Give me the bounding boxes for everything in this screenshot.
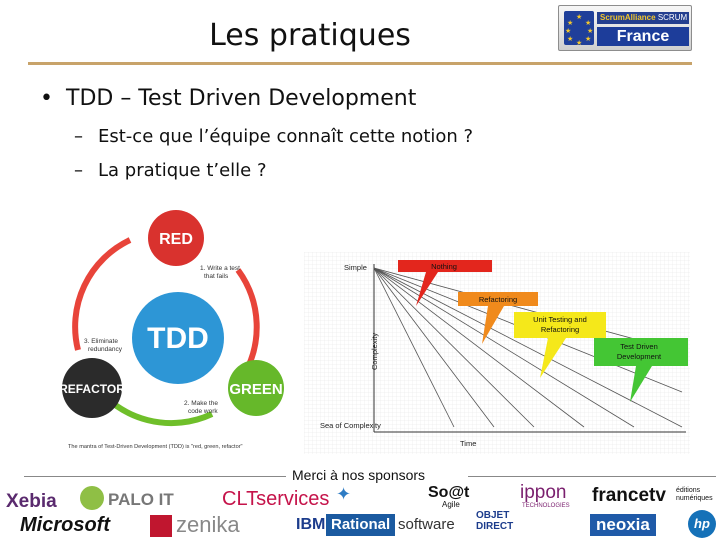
step2-line1: 2. Make the — [184, 400, 218, 407]
green-circle — [228, 360, 284, 416]
unit-testing-box — [514, 312, 606, 378]
soat-logo: So@t — [428, 484, 470, 501]
time-axis-label: Time — [460, 439, 476, 448]
refactoring-box — [458, 292, 538, 344]
sea-of-complexity-label: Sea of Complexity — [320, 421, 381, 430]
main-bullet: • TDD – Test Driven Development — [40, 86, 416, 111]
cycle-arc-refactor — [72, 237, 132, 351]
step2-line2: code work — [188, 408, 218, 415]
scrum-alliance-country: France — [597, 27, 689, 46]
ippon-technologies-label: TECHNOLOGIES — [522, 503, 570, 509]
ibm-logo: IBM — [296, 516, 326, 533]
refactoring-label: Refactoring — [479, 295, 517, 304]
complexity-axis-label: Complexity — [370, 333, 379, 370]
tdd-box-label-1: Test Driven — [620, 342, 658, 351]
main-bullet-text: TDD – Test Driven Development — [66, 86, 417, 111]
refactor-circle — [62, 358, 122, 418]
palo-it-logo: PALO IT — [108, 490, 174, 509]
slide-title: Les pratiques — [209, 18, 411, 53]
software-label: software — [398, 516, 455, 533]
zenika-emblem-icon — [150, 515, 172, 537]
sponsors-divider-left — [24, 476, 286, 477]
microsoft-logo: Microsoft — [20, 514, 110, 536]
unit-testing-label-2: Refactoring — [541, 325, 579, 334]
bullet-dot: • — [40, 86, 53, 111]
simple-label: Simple — [344, 263, 367, 272]
eu-flag-icon: ★ ★ ★ ★ ★ ★ ★ ★ — [564, 11, 594, 47]
tdd-cycle-caption: The mantra of Test-Driven Development (T… — [68, 444, 243, 450]
tdd-center-circle — [132, 292, 224, 384]
step1-line2: that fails — [204, 273, 229, 280]
hp-logo: hp — [688, 510, 716, 538]
step3-line1: 3. Eliminate — [84, 338, 118, 345]
unit-testing-label-1: Unit Testing and — [533, 315, 587, 324]
nothing-label: Nothing — [431, 262, 457, 271]
palo-it-globe-icon — [80, 486, 104, 510]
scrum-alliance-logo: ★★★ ★★★ ★★ ScrumAlliance SCRUM USER GROU… — [558, 5, 692, 51]
step3-line2: redundancy — [88, 346, 123, 353]
zenika-logo: zenika — [176, 512, 240, 537]
title-divider — [28, 62, 692, 65]
xebia-logo: Xebia — [6, 491, 57, 512]
refactor-label: REFACTOR — [59, 382, 125, 396]
objet-direct-logo-top: OBJET — [476, 510, 510, 521]
objet-direct-logo-bottom: DIRECT — [476, 521, 514, 532]
scrum-alliance-brand: ScrumAlliance SCRUM USER GROUP — [597, 12, 689, 24]
francetv-logo: francetv — [592, 485, 666, 506]
rational-logo: Rational — [326, 514, 396, 536]
complexity-diagram: Nothing Refactoring Unit Testing and Ref… — [304, 252, 690, 454]
francetv-numeriques-label: numériques — [676, 495, 713, 502]
sub-bullet-2: – La pratique t’elle ? — [74, 160, 267, 181]
tdd-box-label-2: Development — [617, 352, 662, 361]
soat-agile-label: Agile — [442, 500, 460, 509]
neoxia-logo: neoxia — [590, 514, 656, 536]
green-label: GREEN — [229, 381, 282, 398]
francetv-editions-label: éditions — [676, 487, 701, 494]
clt-services-logo: CLTservices — [222, 488, 330, 510]
tdd-box — [594, 338, 688, 402]
nothing-box — [398, 260, 492, 306]
sponsors-caption: Merci à nos sponsors — [292, 467, 426, 483]
clt-bird-icon: ✦ — [336, 484, 352, 504]
tdd-center-label: TDD — [147, 322, 209, 355]
red-circle — [148, 210, 204, 266]
sponsors-divider-right — [468, 476, 716, 477]
ippon-logo: ippon — [520, 482, 567, 503]
sub-bullet-1: – Est-ce que l’équipe connaît cette notio… — [74, 126, 474, 147]
tdd-cycle-diagram: TDD RED GREEN REFACTOR 1. Write a test t… — [59, 210, 284, 450]
step1-line1: 1. Write a test — [200, 265, 240, 272]
red-label: RED — [159, 231, 193, 248]
